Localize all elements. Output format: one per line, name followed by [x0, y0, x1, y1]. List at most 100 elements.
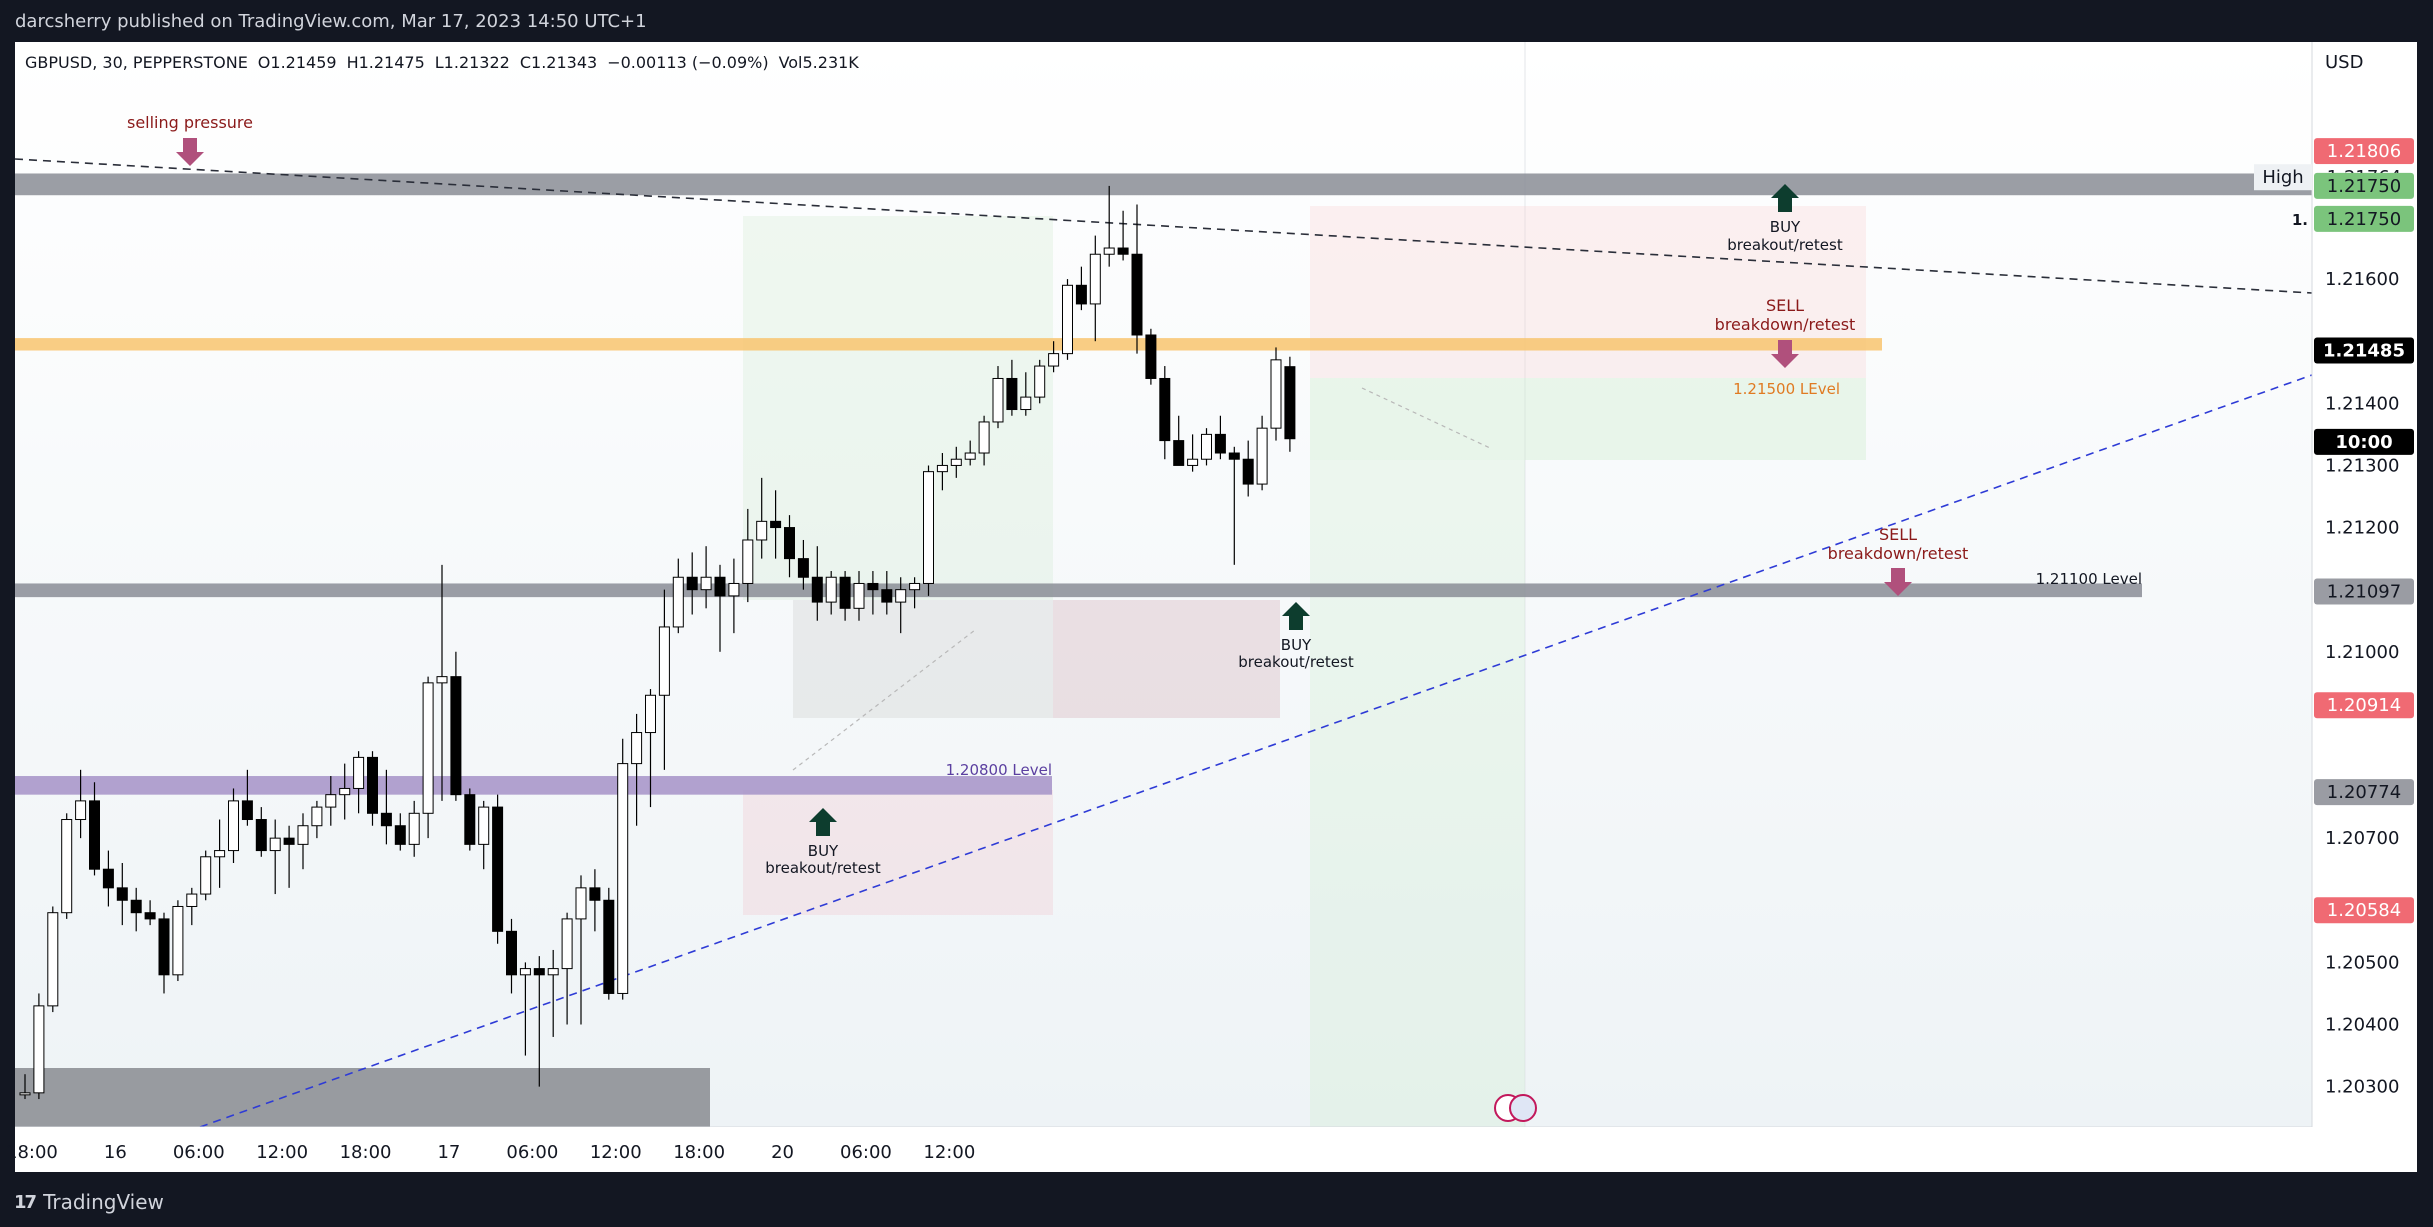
price-badge — [2314, 337, 2414, 364]
candle-body — [811, 576, 823, 603]
candle-body — [241, 800, 253, 821]
candle-body — [756, 520, 768, 541]
price-badge — [2314, 428, 2414, 455]
price-tick-label: 1.21000 — [2325, 642, 2399, 663]
price-badge — [2314, 205, 2414, 232]
price-edge-label: 1. — [2292, 211, 2308, 229]
candle-body — [797, 558, 809, 578]
annotation-buy-low: BUY — [808, 842, 839, 860]
candle-body — [617, 763, 629, 994]
candle-body — [589, 887, 601, 901]
candle-body — [533, 968, 545, 976]
candle-body — [714, 576, 726, 597]
candle-body — [672, 576, 684, 628]
price-badge-label: 1.21485 — [2323, 341, 2405, 362]
candle-body — [1284, 366, 1296, 440]
legend-change: −0.00113 (−0.09%) — [607, 53, 768, 72]
candle-body — [1201, 433, 1212, 460]
annotation-sell-mid-sub: breakdown/retest — [1715, 315, 1856, 334]
high-tag — [2254, 164, 2312, 191]
candle-body — [1034, 365, 1046, 398]
price-badge — [2314, 692, 2414, 719]
candle-body — [408, 812, 420, 845]
candle-body — [770, 520, 782, 529]
candle-body — [61, 819, 73, 914]
trendline-resistance — [15, 158, 2312, 294]
zone-gray-mid — [793, 600, 1280, 718]
candle-body — [575, 887, 587, 920]
sell-arrow-icon — [176, 138, 204, 166]
plot-area — [15, 42, 2312, 1127]
candle-body — [1145, 334, 1157, 379]
candle-body — [1048, 353, 1060, 367]
price-badge-label: 1.21750 — [2327, 209, 2401, 230]
price-badge-label: 1.20774 — [2327, 782, 2401, 803]
candle-body — [728, 582, 740, 597]
candle-body — [269, 837, 281, 852]
time-tick-label: 18:00 — [6, 1142, 58, 1163]
candle-body — [116, 887, 128, 901]
candle-body — [506, 930, 517, 976]
legend-open: O1.21459 — [258, 53, 337, 72]
zone-green-bottom — [1310, 460, 1525, 1127]
price-tick-label: 1.20700 — [2325, 828, 2399, 849]
candle-body — [255, 819, 267, 852]
candle-body — [1173, 440, 1185, 466]
price-tick-label: 1.21600 — [2325, 269, 2399, 290]
candle-body — [1103, 247, 1115, 255]
legend-volume: Vol5.231K — [779, 53, 860, 72]
price-badge-label: 1.21806 — [2327, 141, 2401, 162]
candle-body — [200, 856, 212, 895]
price-tick-label: 1.21300 — [2325, 455, 2399, 476]
time-tick-label: 18:00 — [673, 1142, 725, 1163]
candle-body — [33, 1005, 45, 1094]
tradingview-name: TradingView — [43, 1190, 164, 1214]
time-tick-label: 06:00 — [173, 1142, 225, 1163]
trendline-support — [199, 374, 2312, 1127]
candle-body — [1159, 377, 1171, 442]
candle-body — [492, 806, 504, 932]
legend-close: C1.21343 — [520, 53, 597, 72]
price-badge — [2314, 897, 2414, 924]
price-badge-label: 1.21097 — [2327, 582, 2401, 603]
time-tick-label: 18:00 — [340, 1142, 392, 1163]
legend-line: GBPUSD, 30, PEPPERSTONE O1.21459 H1.21475 L… — [25, 53, 859, 72]
candle-body — [825, 576, 837, 603]
time-tick-label: 06:00 — [506, 1142, 558, 1163]
candle-body — [47, 912, 59, 1007]
candle-body — [394, 825, 406, 845]
annotation-buy-mid-sub: breakout/retest — [1238, 653, 1354, 671]
buy-arrow-icon — [1282, 602, 1310, 630]
price-tick-label: 1.21200 — [2325, 518, 2399, 539]
sell-arrow-icon — [1771, 340, 1799, 368]
tradingview-branding[interactable]: 17 TradingView — [14, 1190, 164, 1214]
candle-body — [895, 589, 907, 603]
candle-body — [19, 1092, 31, 1096]
candle-body — [881, 589, 893, 603]
candle-body — [631, 732, 643, 765]
level-label-121100: 1.21100 Level — [2036, 570, 2142, 588]
candle-body — [1214, 433, 1226, 454]
annotation-buy-low-sub: breakout/retest — [765, 859, 881, 877]
flag-icon — [1509, 1094, 1537, 1122]
candle-body — [1242, 458, 1254, 485]
candle-body — [89, 800, 100, 870]
candle-body — [1131, 253, 1143, 336]
level-label-120800: 1.20800 Level — [946, 761, 1052, 779]
candle-body — [686, 576, 698, 591]
candle-body — [1006, 377, 1018, 411]
candle-body — [297, 825, 309, 845]
candle-body — [422, 682, 434, 814]
price-tick-label: 1.20300 — [2325, 1077, 2399, 1098]
level-label-121500: 1.21500 LEvel — [1733, 380, 1840, 398]
price-tick-label: 1.21400 — [2325, 393, 2399, 414]
annotation-buy-top: BUY — [1770, 218, 1801, 236]
candle-body — [1117, 247, 1129, 255]
candle-body — [547, 968, 559, 976]
candle-body — [992, 377, 1004, 423]
price-badge-label: 1.20914 — [2327, 695, 2401, 716]
level-band-1 — [15, 338, 1882, 351]
candle-body — [130, 899, 142, 914]
price-tick-label: 1.20400 — [2325, 1015, 2399, 1036]
